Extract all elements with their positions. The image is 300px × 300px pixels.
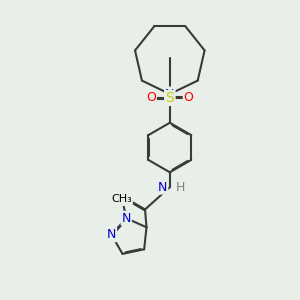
Text: O: O <box>184 92 194 104</box>
Text: H: H <box>176 181 185 194</box>
Text: N: N <box>158 181 167 194</box>
Text: O: O <box>117 192 127 205</box>
Text: N: N <box>122 212 131 225</box>
Text: O: O <box>146 92 156 104</box>
Text: CH₃: CH₃ <box>111 194 132 204</box>
Text: N: N <box>107 228 116 241</box>
Text: S: S <box>165 91 174 105</box>
Text: N: N <box>165 88 175 100</box>
